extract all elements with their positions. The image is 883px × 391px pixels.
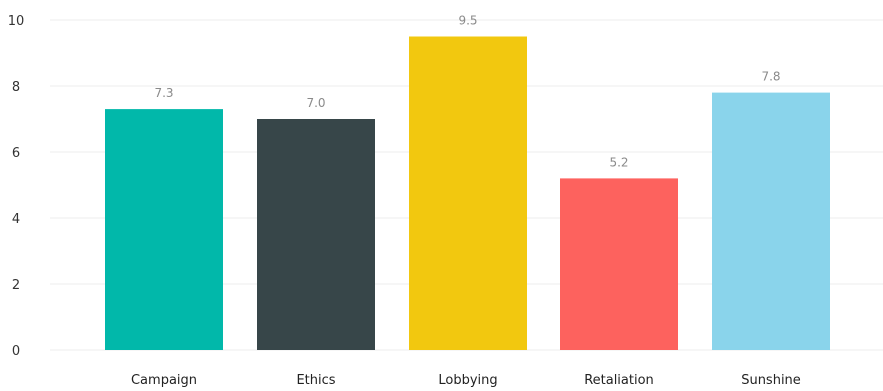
data-label-campaign: 7.3 [154,86,173,100]
x-tick-label-lobbying: Lobbying [438,373,497,388]
x-axis-ticks: Campaign Ethics Lobbying Retaliation Sunshin… [131,373,801,388]
y-tick-label: 4 [12,212,20,227]
y-axis-ticks: 0 2 4 6 8 10 [8,14,25,359]
data-labels: 7.3 7.0 9.5 5.2 7.8 [154,14,780,170]
y-tick-label: 8 [12,80,20,95]
x-tick-label-campaign: Campaign [131,373,197,388]
bar-campaign[interactable] [105,109,223,350]
x-tick-label-sunshine: Sunshine [741,373,801,388]
y-tick-label: 6 [12,146,20,161]
bar-ethics[interactable] [257,119,375,350]
bars [105,36,830,351]
x-tick-label-ethics: Ethics [296,373,335,388]
data-label-retaliation: 5.2 [609,155,628,169]
y-tick-label: 2 [12,278,20,293]
y-tick-label: 10 [8,14,25,29]
bar-lobbying[interactable] [409,36,527,351]
y-tick-label: 0 [12,344,20,359]
bar-retaliation[interactable] [560,178,678,350]
data-label-ethics: 7.0 [306,96,325,110]
data-label-sunshine: 7.8 [761,70,780,84]
data-label-lobbying: 9.5 [458,14,477,28]
bar-sunshine[interactable] [712,92,830,350]
x-tick-label-retaliation: Retaliation [584,373,654,388]
